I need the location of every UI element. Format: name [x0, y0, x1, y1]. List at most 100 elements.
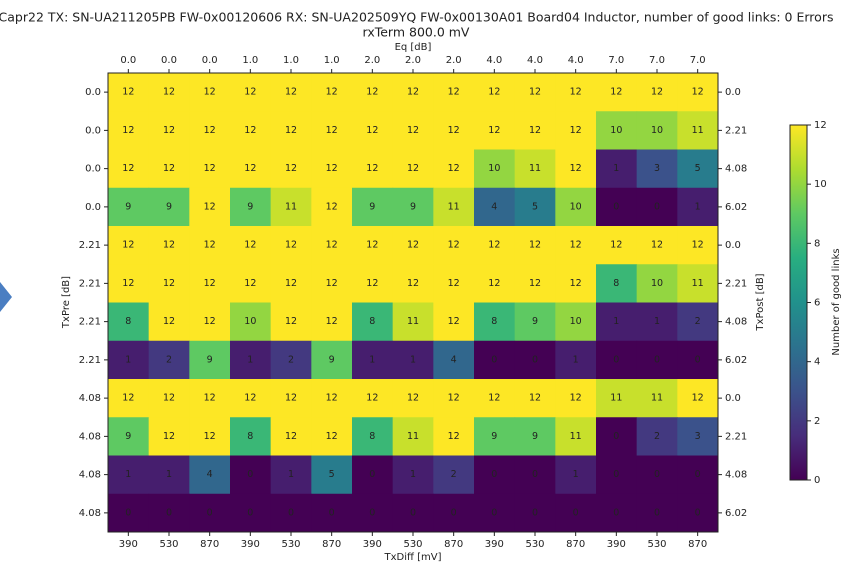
cell-value: 9	[207, 354, 213, 365]
cell-value: 0	[410, 507, 416, 518]
cell-value: 9	[532, 316, 538, 327]
heatmap-cell	[108, 417, 150, 456]
heatmap-cell	[677, 149, 719, 189]
cell-value: 12	[326, 431, 338, 442]
cell-value: 10	[570, 201, 582, 212]
heatmap-cell	[352, 111, 394, 150]
heatmap-cell	[514, 302, 556, 342]
cell-value: 12	[204, 278, 216, 289]
cell-value: 12	[285, 393, 297, 404]
heatmap-cell	[596, 149, 638, 189]
right-tick-label: 2.21	[725, 278, 747, 289]
heatmap-cell	[230, 302, 272, 342]
heatmap-cell	[311, 417, 353, 456]
heatmap-cell	[189, 73, 231, 112]
cell-value: 0	[695, 469, 701, 480]
top-tick-label: 1.0	[283, 55, 299, 66]
heatmap-cell	[189, 379, 231, 418]
cell-value: 12	[407, 163, 419, 174]
cell-value: 12	[285, 87, 297, 98]
cell-value: 11	[448, 201, 460, 212]
y-tick-label: 4.08	[79, 470, 101, 481]
y-tick-label: 2.21	[79, 355, 101, 366]
cell-value: 0	[654, 354, 660, 365]
cell-value: 11	[610, 393, 622, 404]
heatmap-cell	[474, 340, 516, 380]
heatmap-cell	[677, 226, 719, 265]
cell-value: 12	[163, 278, 175, 289]
cell-value: 12	[448, 240, 460, 251]
heatmap-cell	[148, 264, 190, 303]
heatmap-cell	[677, 302, 719, 342]
heatmap-cell	[433, 73, 475, 112]
heatmap-cell	[311, 455, 353, 495]
heatmap-cell	[270, 149, 312, 189]
heatmap-cell	[311, 379, 353, 418]
heatmap-cell	[189, 111, 231, 150]
heatmap-cell	[514, 187, 556, 227]
cell-value: 12	[163, 163, 175, 174]
cell-value: 1	[247, 354, 253, 365]
heatmap-cell	[474, 149, 516, 189]
cell-value: 12	[244, 278, 256, 289]
cell-value: 1	[288, 469, 294, 480]
x-tick-label: 530	[525, 539, 544, 550]
cell-value: 12	[488, 393, 500, 404]
heatmap-cell	[148, 340, 190, 380]
cell-value: 0	[247, 469, 253, 480]
heatmap-cell	[514, 493, 556, 533]
heatmap-cell	[555, 417, 597, 456]
heatmap-cell	[148, 455, 190, 495]
cell-value: 0	[451, 507, 457, 518]
top-tick-label: 4.0	[527, 55, 543, 66]
colorbar-label: Number of good links	[831, 248, 842, 355]
heatmap-cell	[636, 264, 678, 303]
heatmap-cell	[596, 417, 638, 456]
y-axis-label: TxPre [dB]	[61, 276, 72, 329]
heatmap-cell	[433, 379, 475, 418]
heatmap-cell	[148, 417, 190, 456]
heatmap-cell	[270, 417, 312, 456]
cell-value: 1	[410, 469, 416, 480]
heatmap-cell	[677, 493, 719, 533]
heatmap-cell	[474, 187, 516, 227]
heatmap-cell	[148, 493, 190, 533]
cell-value: 3	[695, 431, 701, 442]
chart-subtitle: rxTerm 800.0 mV	[363, 25, 470, 40]
heatmap-cell	[189, 302, 231, 342]
heatmap-cell	[230, 264, 272, 303]
cell-value: 12	[163, 393, 175, 404]
cell-value: 1	[166, 469, 172, 480]
cell-value: 0	[491, 507, 497, 518]
heatmap-cell	[392, 379, 434, 418]
cell-value: 0	[125, 507, 131, 518]
heatmap-cell	[189, 264, 231, 303]
cell-value: 12	[448, 278, 460, 289]
cell-value: 8	[369, 431, 375, 442]
heatmap-cell	[352, 226, 394, 265]
heatmap-cell	[352, 187, 394, 227]
y-tick-label: 4.08	[79, 508, 101, 519]
cell-value: 2	[695, 316, 701, 327]
cell-value: 0	[247, 507, 253, 518]
y-tick-label: 0.0	[85, 164, 101, 175]
cell-value: 12	[326, 278, 338, 289]
cell-value: 12	[122, 393, 134, 404]
heatmap-cell	[108, 226, 150, 265]
right-tick-label: 6.02	[725, 508, 747, 519]
cell-value: 1	[695, 201, 701, 212]
heatmap-cell	[108, 111, 150, 150]
x-tick-label: 870	[566, 539, 585, 550]
cell-value: 11	[407, 431, 419, 442]
cell-value: 12	[407, 125, 419, 136]
cell-value: 12	[448, 393, 460, 404]
heatmap-cell	[148, 302, 190, 342]
heatmap-cell	[311, 264, 353, 303]
x-tick-label: 390	[485, 539, 504, 550]
heatmap-cell	[311, 149, 353, 189]
heatmap-cell	[677, 73, 719, 112]
right-tick-label: 4.08	[725, 470, 747, 481]
heatmap-cell	[148, 111, 190, 150]
cell-value: 0	[329, 507, 335, 518]
heatmap-cell	[555, 187, 597, 227]
